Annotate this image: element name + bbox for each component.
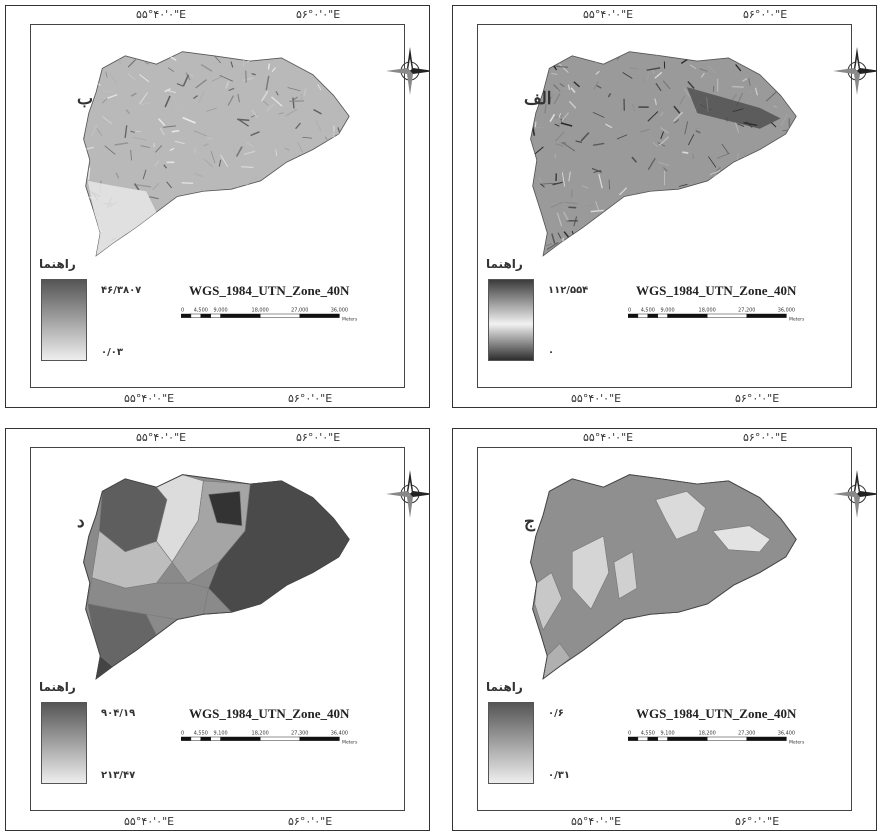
scale-tick-label: 36,000: [331, 307, 348, 313]
svg-text:Meters: Meters: [789, 739, 805, 745]
projection-label: WGS_1984_UTN_Zone_40N: [636, 283, 797, 298]
longitude-label-left-bottom: ۵۵°۴۰'۰"E: [124, 815, 175, 828]
scale-tick-label: 9,100: [214, 730, 228, 736]
panel-letter: الف: [524, 89, 552, 109]
north-arrow-icon: [386, 47, 429, 95]
scale-tick-label: 9,000: [661, 307, 675, 313]
longitude-label-left-bottom: ۵۵°۴۰'۰"E: [124, 392, 175, 405]
scale-tick-label: 27,300: [291, 730, 308, 736]
legend-color-ramp: [41, 279, 87, 361]
north-arrow-icon: [833, 470, 876, 518]
legend-high-value: ۱۱۲/۵۵۴: [548, 285, 589, 296]
panel-letter: ج: [524, 512, 535, 532]
panel-letter: ب: [77, 89, 94, 109]
longitude-label-right: ۵۶°۰'۰"E: [743, 431, 788, 444]
map-frame: ب راهنما ۴۶/۳۸۰۷ ۰/۰۳ WGS_1984_UTN_Zone_…: [30, 24, 429, 388]
basin-map: [530, 474, 797, 680]
map-panel-jim: ۵۵°۴۰'۰"E ۵۶°۰'۰"E ۵۵°۴۰'۰"E ۵۶°۰'۰"E ۳۷…: [452, 428, 877, 831]
projection-label: WGS_1984_UTN_Zone_40N: [189, 283, 350, 298]
scale-tick-label: 0: [628, 307, 631, 313]
scale-tick-label: 18,000: [699, 307, 716, 313]
map-panel-dal: ۵۵°۴۰'۰"E ۵۶°۰'۰"E ۵۵°۴۰'۰"E ۵۶°۰'۰"E ۳۷…: [5, 428, 430, 831]
legend-color-ramp: [488, 702, 534, 784]
svg-text:Meters: Meters: [342, 316, 358, 322]
scale-tick-label: 0: [628, 730, 631, 736]
scale-tick-label: 9,100: [661, 730, 675, 736]
longitude-label-left: ۵۵°۴۰'۰"E: [136, 431, 187, 444]
basin-map: [83, 51, 350, 257]
scale-tick-label: 4,550: [641, 730, 655, 736]
scale-tick-label: 36,400: [778, 730, 795, 736]
scale-tick-label: 0: [181, 307, 184, 313]
scale-tick-label: 18,000: [252, 307, 269, 313]
scale-tick-label: 4,500: [194, 307, 208, 313]
legend-title: راهنما: [486, 680, 523, 694]
map-panel-b: ۵۵°۴۰'۰"E ۵۶°۰'۰"E ۵۵°۴۰'۰"E ۵۶°۰'۰"E ۳۷…: [5, 5, 430, 408]
longitude-label-right-bottom: ۵۶°۰'۰"E: [735, 815, 780, 828]
legend-high-value: ۹۰۴/۱۹: [101, 708, 136, 719]
longitude-label-left-bottom: ۵۵°۴۰'۰"E: [571, 815, 622, 828]
legend-title: راهنما: [486, 257, 523, 271]
scale-tick-label: 18,200: [699, 730, 716, 736]
svg-text:Meters: Meters: [789, 316, 805, 322]
map-panel-alef: ۵۵°۴۰'۰"E ۵۶°۰'۰"E ۵۵°۴۰'۰"E ۵۶°۰'۰"E ۳۷…: [452, 5, 877, 408]
legend-low-value: ۰/۳۱: [548, 770, 570, 781]
north-arrow-icon: [833, 47, 876, 95]
scale-tick-label: 0: [181, 730, 184, 736]
projection-label: WGS_1984_UTN_Zone_40N: [189, 706, 350, 721]
scale-tick-label: 36,400: [331, 730, 348, 736]
legend-color-ramp: [488, 279, 534, 361]
legend-low-value: ۰/۰۳: [101, 347, 123, 358]
north-arrow-icon: [386, 470, 429, 518]
map-frame: ج راهنما ۰/۶ ۰/۳۱ WGS_1984_UTN_Zone_40N …: [477, 447, 876, 811]
longitude-label-right: ۵۶°۰'۰"E: [296, 431, 341, 444]
longitude-label-right-bottom: ۵۶°۰'۰"E: [735, 392, 780, 405]
legend-title: راهنما: [39, 257, 76, 271]
scale-tick-label: 27,000: [291, 307, 308, 313]
scale-tick-label: 27,200: [738, 307, 755, 313]
basin-map: [530, 51, 797, 257]
legend-title: راهنما: [39, 680, 76, 694]
longitude-label-left-bottom: ۵۵°۴۰'۰"E: [571, 392, 622, 405]
scale-tick-label: 9,000: [214, 307, 228, 313]
longitude-label-right-bottom: ۵۶°۰'۰"E: [288, 815, 333, 828]
scale-tick-label: 27,300: [738, 730, 755, 736]
longitude-label-left: ۵۵°۴۰'۰"E: [583, 431, 634, 444]
longitude-label-right: ۵۶°۰'۰"E: [296, 8, 341, 21]
svg-text:Meters: Meters: [342, 739, 358, 745]
basin-map: [83, 474, 350, 680]
legend-low-value: ۲۱۳/۴۷: [101, 770, 136, 781]
scale-tick-label: 4,500: [641, 307, 655, 313]
longitude-label-right-bottom: ۵۶°۰'۰"E: [288, 392, 333, 405]
legend-high-value: ۰/۶: [548, 708, 564, 719]
legend-high-value: ۴۶/۳۸۰۷: [101, 285, 142, 296]
legend-low-value: ۰: [548, 347, 555, 358]
longitude-label-left: ۵۵°۴۰'۰"E: [583, 8, 634, 21]
longitude-label-left: ۵۵°۴۰'۰"E: [136, 8, 187, 21]
map-frame: د راهنما ۹۰۴/۱۹ ۲۱۳/۴۷ WGS_1984_UTN_Zone…: [30, 447, 429, 811]
scale-tick-label: 18,200: [252, 730, 269, 736]
legend-color-ramp: [41, 702, 87, 784]
projection-label: WGS_1984_UTN_Zone_40N: [636, 706, 797, 721]
map-frame: الف راهنما ۱۱۲/۵۵۴ ۰ WGS_1984_UTN_Zone_4…: [477, 24, 876, 388]
longitude-label-right: ۵۶°۰'۰"E: [743, 8, 788, 21]
scale-tick-label: 4,550: [194, 730, 208, 736]
panel-letter: د: [77, 512, 85, 532]
scale-tick-label: 36,000: [778, 307, 795, 313]
